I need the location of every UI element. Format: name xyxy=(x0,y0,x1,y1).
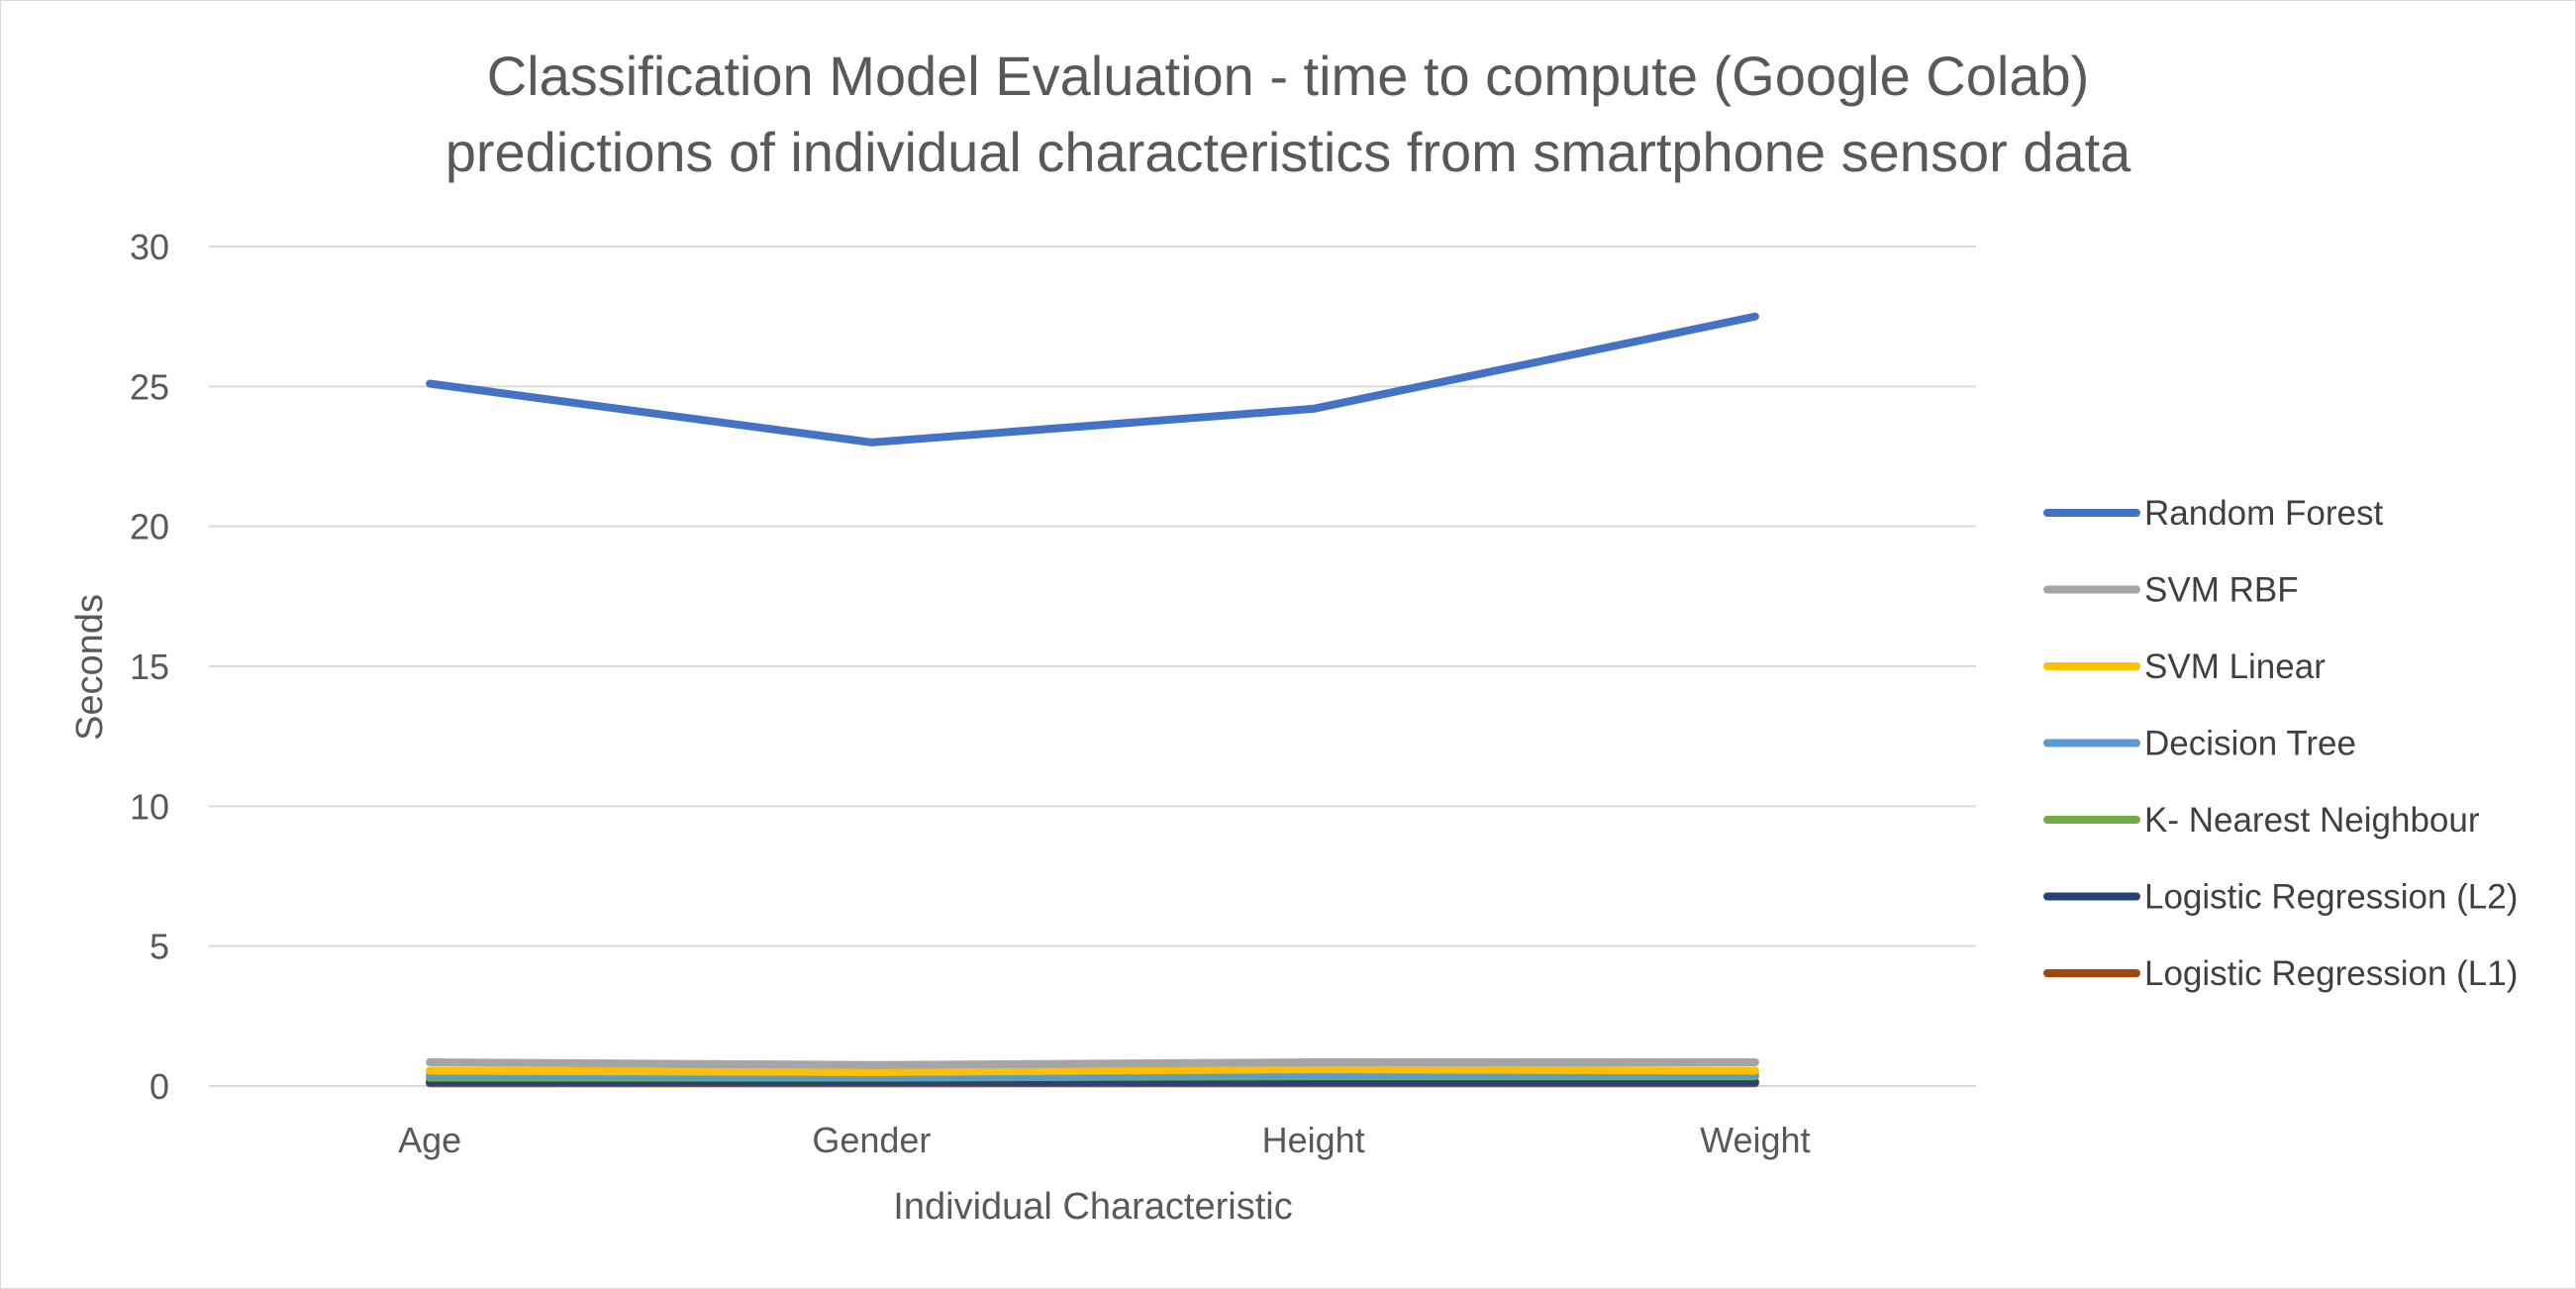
legend-label: Logistic Regression (L1) xyxy=(2144,954,2518,993)
series-line-svm-linear xyxy=(426,1065,1759,1076)
legend-item-svm-rbf: SVM RBF xyxy=(2043,571,2299,610)
x-tick-label: Height xyxy=(1262,1120,1365,1160)
legend-item-k-nearest-neighbour: K- Nearest Neighbour xyxy=(2043,801,2480,840)
legend-label: K- Nearest Neighbour xyxy=(2144,801,2480,840)
series-line-random-forest xyxy=(426,312,1759,446)
y-axis-title: Seconds xyxy=(69,594,111,741)
y-tick-label: 25 xyxy=(130,366,169,407)
y-axis-ticks: 0 5 10 15 20 25 30 xyxy=(130,227,169,1107)
legend-label: Decision Tree xyxy=(2144,725,2356,763)
legend-item-svm-linear: SVM Linear xyxy=(2043,647,2326,686)
legend-label: SVM Linear xyxy=(2144,647,2326,686)
chart-title-line-1: Classification Model Evaluation - time t… xyxy=(487,45,2090,107)
y-tick-label: 5 xyxy=(149,927,169,967)
series-line-svm-rbf xyxy=(426,1058,1759,1069)
x-tick-label: Age xyxy=(398,1120,461,1160)
legend-item-decision-tree: Decision Tree xyxy=(2043,725,2356,763)
x-tick-label: Gender xyxy=(812,1120,931,1160)
y-tick-label: 10 xyxy=(130,786,169,827)
x-axis-ticks: Age Gender Height Weight xyxy=(398,1120,1810,1160)
y-tick-label: 20 xyxy=(130,507,169,547)
series-lines xyxy=(426,312,1759,1088)
x-tick-label: Weight xyxy=(1700,1120,1810,1160)
legend-item-logistic-regression-l2: Logistic Regression (L2) xyxy=(2043,878,2518,917)
x-axis-title: Individual Characteristic xyxy=(893,1186,1292,1228)
series-line-decision-tree xyxy=(426,1070,1759,1081)
chart-title-line-2: predictions of individual characteristic… xyxy=(446,121,2131,183)
legend-item-random-forest: Random Forest xyxy=(2043,494,2383,533)
y-tick-label: 0 xyxy=(149,1066,169,1107)
y-tick-label: 30 xyxy=(130,227,169,267)
gridlines xyxy=(209,246,1976,1087)
legend-item-logistic-regression-l1: Logistic Regression (L1) xyxy=(2043,954,2518,993)
legend-label: Logistic Regression (L2) xyxy=(2144,878,2518,917)
y-tick-label: 15 xyxy=(130,646,169,687)
legend-label: Random Forest xyxy=(2144,494,2383,533)
legend: Random Forest SVM RBF SVM Linear Decision T… xyxy=(2043,494,2518,993)
legend-label: SVM RBF xyxy=(2144,571,2299,610)
